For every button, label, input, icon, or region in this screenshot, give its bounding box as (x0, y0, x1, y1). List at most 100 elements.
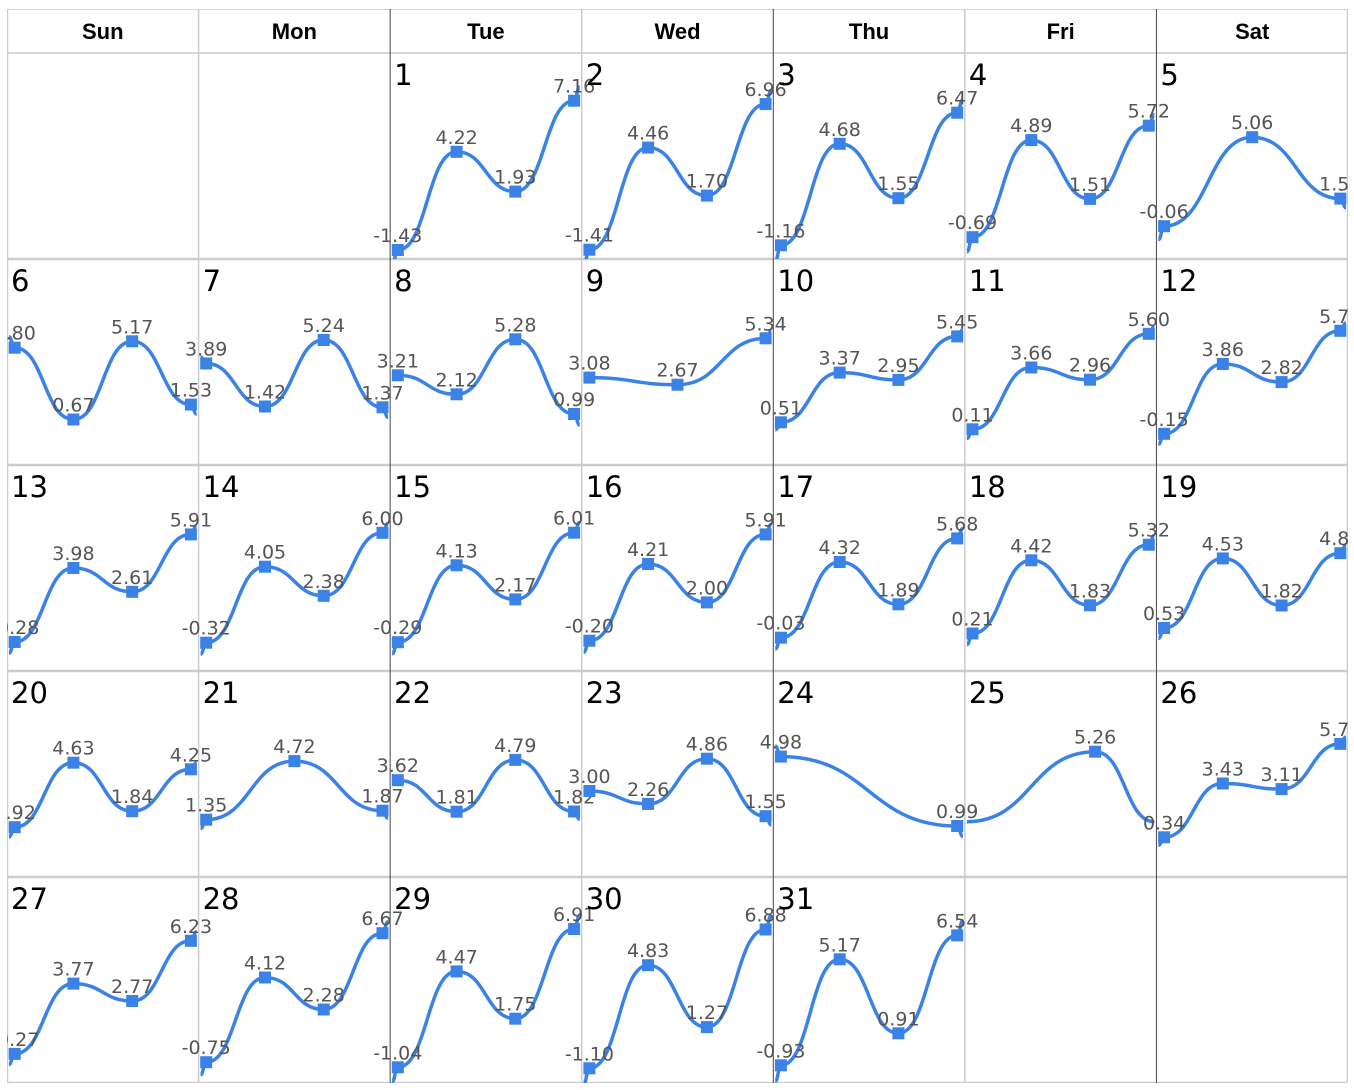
tide-value-label: -0.29 (373, 617, 422, 639)
tide-value-label: 0.99 (936, 801, 978, 823)
tide-marker (509, 593, 522, 606)
day-cell-2: 2 -1.41 4.46 1.70 6.96 (565, 58, 787, 259)
tide-marker (259, 400, 271, 413)
day-number: 21 (203, 676, 240, 710)
tide-marker (892, 192, 905, 205)
tide-marker (671, 378, 684, 391)
tide-marker (966, 423, 979, 436)
tide-marker (126, 585, 139, 598)
tide-value-label: 4.83 (627, 940, 669, 962)
day-number: 10 (777, 264, 814, 298)
day-number: 24 (777, 676, 814, 710)
tide-value-label: 6.54 (936, 910, 978, 932)
day-cell-19: 19 0.53 4.53 1.82 4.83 (1143, 470, 1348, 641)
tide-marker (391, 774, 404, 787)
tide-marker (892, 373, 905, 386)
tide-marker (450, 145, 463, 158)
day-cell-17: 17 -0.03 4.32 1.89 5.68 (756, 470, 978, 651)
tide-value-label: 4.86 (686, 734, 728, 756)
tide-marker (642, 959, 655, 972)
tide-value-label: 5.72 (1128, 101, 1170, 123)
tide-marker (1334, 737, 1347, 750)
tide-value-label: 2.61 (111, 567, 153, 589)
tide-value-label: 5.34 (744, 313, 786, 335)
tide-marker (1089, 745, 1102, 758)
tide-value-label: 1.89 (877, 579, 919, 601)
tide-value-label: -1.41 (565, 225, 614, 247)
day-number: 9 (586, 264, 604, 298)
tide-marker (1084, 192, 1096, 205)
tide-value-label: -1.04 (373, 1042, 422, 1064)
tide-marker (376, 804, 389, 817)
day-cell-24: 24 4.98 0.99 (760, 676, 978, 839)
weekday-header-wed: Wed (654, 19, 700, 44)
tide-marker (317, 1003, 330, 1016)
tide-value-label: 3.11 (1260, 764, 1302, 786)
tide-value-label: 4.25 (170, 744, 212, 766)
tide-value-label: 5.91 (744, 509, 786, 531)
tide-value-label: -0.27 (7, 1029, 39, 1051)
tide-marker (568, 408, 581, 420)
tide-value-label: 4.79 (494, 735, 536, 757)
day-cell-25: 255.26 (966, 676, 1155, 824)
tide-value-label: 3.89 (185, 339, 227, 361)
day-number: 12 (1160, 264, 1197, 298)
tide-value-label: -0.28 (7, 617, 39, 639)
tide-value-label: 3.98 (52, 543, 94, 565)
tide-marker (67, 413, 80, 426)
tide-value-label: 1.83 (1069, 580, 1111, 602)
tide-marker (1334, 547, 1347, 560)
day-cell-22: 223.621.814.791.82 (377, 676, 595, 822)
tide-value-label: 2.17 (494, 574, 536, 596)
tide-marker (509, 333, 522, 346)
tide-marker (759, 528, 772, 541)
tide-marker (376, 927, 389, 940)
day-cell-13: 13 -0.28 3.98 2.61 5.91 (7, 470, 212, 655)
tide-marker (184, 528, 197, 541)
tide-value-label: 4.32 (819, 537, 861, 559)
tide-value-label: 2.12 (435, 369, 477, 391)
tide-value-label: 4.72 (273, 736, 315, 758)
day-cell-9: 9 3.08 2.67 5.34 (568, 264, 787, 391)
tide-value-label: 1.55 (877, 173, 919, 195)
tide-marker (1334, 192, 1347, 205)
tide-marker (1275, 599, 1288, 612)
tide-value-label: 1.70 (686, 171, 728, 193)
weekday-header-sat: Sat (1235, 19, 1270, 44)
tide-value-label: 0.11 (951, 404, 993, 426)
day-number: 22 (394, 676, 431, 710)
day-number: 7 (203, 264, 221, 298)
tide-value-label: 2.77 (111, 976, 153, 998)
day-number: 3 (777, 58, 795, 92)
day-number: 25 (969, 676, 1006, 710)
tide-value-label: 1.37 (361, 382, 403, 404)
tide-value-label: 4.13 (435, 540, 477, 562)
day-cell-16: 16 -0.20 4.21 2.00 5.91 (565, 470, 787, 654)
tide-value-label: 3.77 (52, 959, 94, 981)
day-cell-29: 29 -1.04 4.47 1.75 6.91 (373, 882, 595, 1083)
tide-marker (67, 562, 80, 574)
tide-marker (583, 1062, 596, 1075)
day-number: 18 (969, 470, 1006, 504)
tide-value-label: -1.16 (756, 220, 805, 242)
tide-marker (1142, 327, 1155, 340)
tide-marker (1158, 622, 1171, 634)
tide-value-label: 5.32 (1128, 520, 1170, 542)
tide-marker (1246, 131, 1259, 144)
tide-value-label: 5.77 (1319, 306, 1348, 328)
tide-value-label: 0.67 (52, 395, 94, 417)
tide-marker (8, 821, 21, 834)
tide-value-label: 4.68 (819, 119, 861, 141)
tide-value-label: -0.93 (756, 1040, 805, 1062)
tide-marker (700, 1021, 713, 1034)
day-number: 28 (203, 882, 240, 916)
tide-value-label: 1.55 (744, 791, 786, 813)
day-number: 16 (586, 470, 623, 504)
tide-value-label: 4.22 (435, 127, 477, 149)
tide-marker (391, 1061, 404, 1074)
tide-marker (8, 341, 21, 354)
tide-marker (1025, 554, 1038, 567)
tide-value-label: 6.88 (744, 905, 786, 927)
tide-value-label: 1.93 (494, 167, 536, 189)
tide-marker (774, 1059, 787, 1072)
